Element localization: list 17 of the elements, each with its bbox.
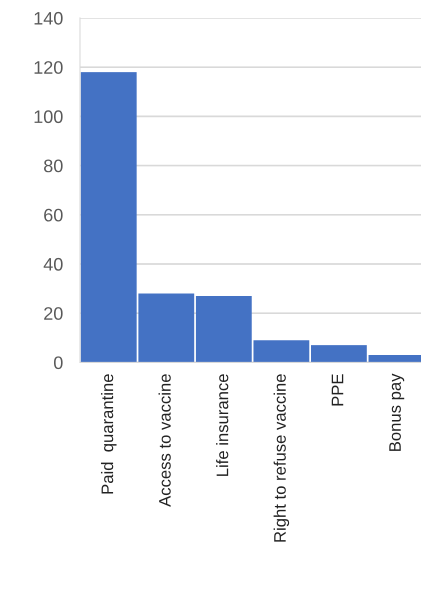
bar xyxy=(196,296,252,362)
y-tick-label: 80 xyxy=(44,160,63,172)
x-tick-label: Paid quarantine xyxy=(100,374,117,494)
x-tick-label: Bonus pay xyxy=(389,374,404,451)
y-tick-label: 140 xyxy=(34,12,63,25)
bar xyxy=(138,294,194,362)
y-tick-label: 60 xyxy=(44,208,63,222)
y-tick-label: 100 xyxy=(34,110,63,124)
y-tick-label: 120 xyxy=(34,61,63,74)
y-tick-label: 20 xyxy=(44,307,63,320)
x-tick-label: Access to vaccine xyxy=(158,374,171,507)
y-tick-label: 40 xyxy=(44,258,63,271)
y-tick-label: 0 xyxy=(54,356,63,370)
x-tick-label: Right to refuse vaccine xyxy=(274,374,290,542)
bar xyxy=(80,72,137,362)
x-tick-label: PPE xyxy=(332,374,344,406)
x-tick-label: Life insurance xyxy=(216,374,228,476)
